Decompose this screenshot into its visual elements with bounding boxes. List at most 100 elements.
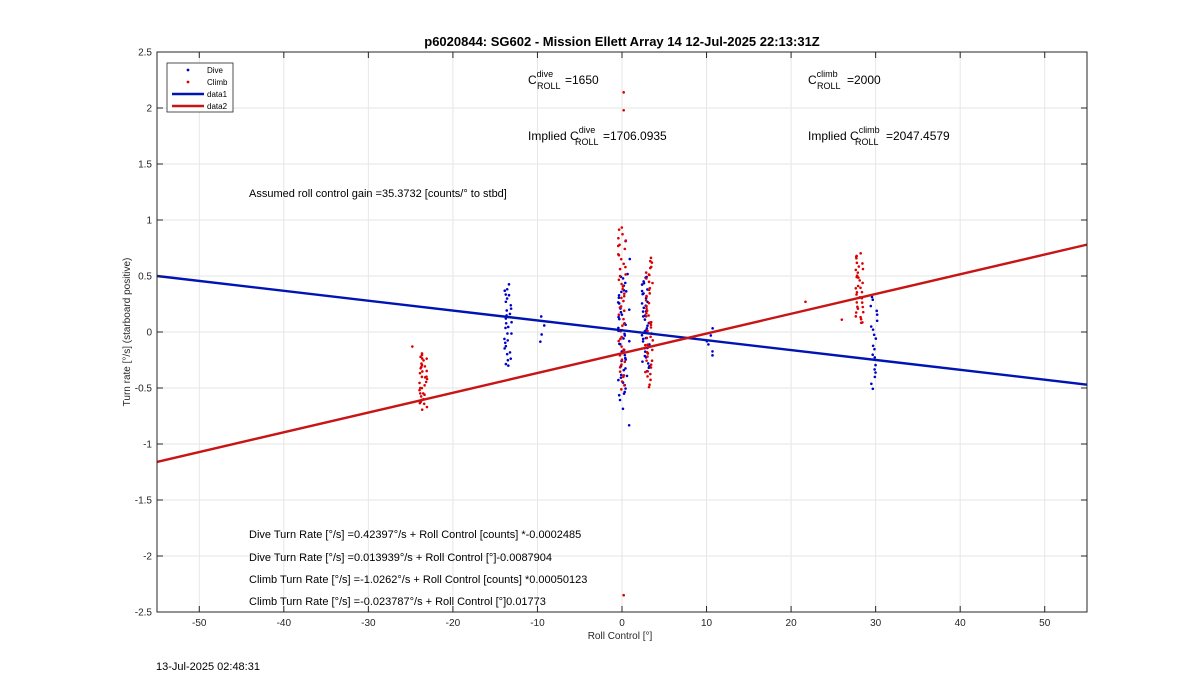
legend-dive-label: Dive (207, 66, 224, 75)
dive-point (871, 328, 875, 331)
climb-point (861, 267, 865, 271)
dive-point (622, 337, 625, 340)
x-tick-label: 40 (955, 618, 967, 629)
climb-point (644, 370, 647, 374)
dive-point (640, 283, 644, 286)
dive-point (871, 353, 874, 357)
x-tick-label: 50 (1039, 618, 1051, 629)
dive-point (871, 387, 875, 391)
climb-point (420, 375, 424, 379)
dive-point (506, 325, 510, 329)
climb-point (644, 271, 648, 274)
climb-point (620, 388, 623, 391)
dive-point (506, 358, 510, 362)
climb-point (861, 321, 864, 324)
dive-point (625, 374, 629, 378)
climb-point (420, 352, 424, 355)
legend-data2-label: data2 (207, 102, 228, 111)
climb-point (621, 285, 625, 288)
dive-point (539, 340, 542, 343)
dive-point (623, 353, 627, 357)
climb-point (854, 315, 858, 318)
x-tick-label: 10 (701, 618, 713, 629)
climb-point (651, 339, 655, 342)
climb-point (621, 232, 624, 236)
dive-point (617, 393, 621, 397)
climb-point (621, 287, 624, 291)
climb-point (622, 317, 625, 321)
y-axis-label: Turn rate [°/s] (starboard positive) (122, 258, 133, 407)
dive-point (624, 367, 627, 370)
dive-point (875, 319, 879, 323)
dive-point (540, 333, 543, 336)
dive-point (505, 297, 509, 300)
climb-point (645, 304, 648, 308)
climb-point (645, 309, 649, 312)
dive-point (711, 354, 714, 357)
climb-point (618, 370, 622, 373)
x-tick-label: 30 (870, 618, 882, 629)
legend-box (166, 62, 234, 113)
climb-point (860, 290, 864, 294)
climb-point (418, 388, 421, 392)
dive-point (641, 360, 644, 363)
climb-point (645, 350, 649, 354)
plot-marks (156, 91, 1088, 597)
dive-point (621, 407, 625, 411)
dive-point (618, 398, 622, 402)
climb-point (617, 228, 621, 231)
dive-point (641, 337, 645, 341)
climb-point (649, 265, 653, 269)
climb-point (425, 405, 429, 409)
climb-point (622, 299, 625, 303)
dive-point (504, 326, 507, 330)
dive-point (507, 293, 511, 297)
dive-point (504, 300, 508, 304)
dive-point (641, 310, 645, 313)
climb-point (618, 274, 622, 278)
climb-point (649, 323, 653, 327)
climb-point (644, 299, 648, 302)
climb-point (646, 329, 649, 333)
dive-point (873, 368, 876, 371)
climb-point (855, 254, 858, 258)
climb-point (644, 315, 648, 318)
dive-point (871, 344, 875, 348)
climb-point (647, 301, 651, 305)
climb-point (855, 274, 859, 277)
climb-point (418, 381, 421, 385)
climb-point (646, 343, 649, 346)
climb-point (645, 294, 648, 298)
data1-fit-line (156, 274, 1088, 386)
climb-point (418, 371, 422, 375)
climb-point (617, 236, 620, 240)
y-tick-label: 1.5 (138, 160, 152, 171)
footer-timestamp: 13-Jul-2025 02:48:31 (156, 661, 260, 673)
climb-point (622, 108, 625, 112)
dive-point (505, 309, 509, 312)
climb-point (649, 256, 653, 260)
dive-point (619, 376, 623, 379)
legend: Dive Climb data1 data2 (166, 62, 234, 113)
dive-point (503, 341, 507, 345)
dive-point (626, 272, 629, 276)
dive-point (623, 332, 626, 336)
climb-point (622, 91, 625, 94)
climb-point (622, 309, 626, 313)
climb-point (424, 380, 428, 384)
climb-point (619, 305, 623, 308)
climb-point (647, 385, 651, 389)
climb-point (422, 402, 426, 406)
dive-point (707, 343, 710, 346)
dive-point (646, 362, 650, 365)
climb-point (645, 311, 648, 315)
dive-point (711, 350, 714, 353)
dive-point (875, 313, 879, 316)
legend-dive-marker (186, 68, 190, 72)
dive-point (619, 310, 623, 314)
dive-point (641, 340, 645, 343)
climb-point (648, 286, 652, 290)
climb-point (646, 355, 649, 358)
climb-point (620, 282, 623, 286)
dive-point (645, 327, 649, 330)
